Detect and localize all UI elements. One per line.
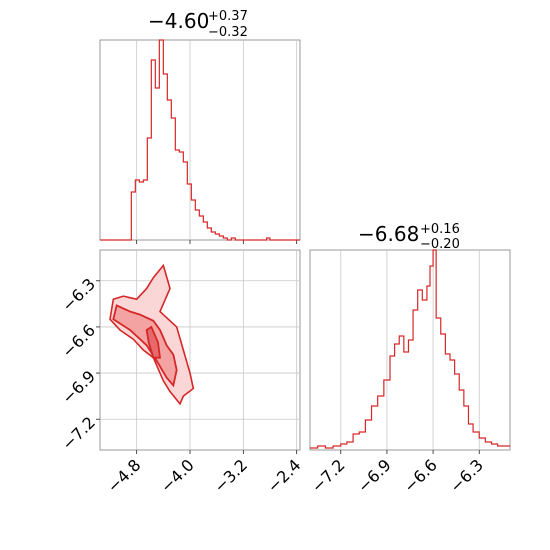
top-left-title: −4.60 +0.37 −0.32 <box>148 9 248 40</box>
bl-ytick-0: −6.3 <box>58 274 99 315</box>
br-xtick-2: −6.6 <box>400 455 441 496</box>
br-xtick-3: −6.3 <box>446 455 487 496</box>
top-left-histogram-panel <box>99 39 301 244</box>
bottom-right-histogram-panel <box>309 249 511 454</box>
top-left-title-sub: −0.32 <box>208 25 248 40</box>
bl-xtick-2: −3.2 <box>210 455 251 496</box>
bottom-right-title-main: −6.68 <box>358 222 419 246</box>
top-left-title-main: −4.60 <box>148 9 209 33</box>
bottom-left-x-ticklabels: −4.8 −4.0 −3.2 −2.4 <box>104 455 305 496</box>
bl-xtick-0: −4.8 <box>104 455 145 496</box>
bottom-right-title-sub: −0.20 <box>420 237 460 252</box>
br-xtick-1: −6.9 <box>354 455 395 496</box>
top-left-title-sup: +0.37 <box>208 9 248 24</box>
bottom-right-title: −6.68 +0.16 −0.20 <box>358 222 460 252</box>
bl-ytick-2: −6.9 <box>58 367 99 408</box>
top-left-frame <box>99 39 301 241</box>
bottom-right-x-ticklabels: −7.2 −6.9 −6.6 −6.3 <box>308 455 487 496</box>
bl-xtick-3: −2.4 <box>264 455 305 496</box>
bl-xtick-1: −4.0 <box>157 455 198 496</box>
bottom-left-y-ticklabels: −6.3 −6.6 −6.9 −7.2 <box>58 274 99 453</box>
bl-ytick-3: −7.2 <box>58 413 99 454</box>
bottom-right-frame <box>309 249 511 451</box>
top-left-histogram-line <box>100 39 300 241</box>
bl-ytick-1: −6.6 <box>58 321 99 362</box>
bottom-right-histogram-line <box>310 249 510 449</box>
br-xtick-0: −7.2 <box>308 455 349 496</box>
bottom-left-contour-panel <box>96 249 301 454</box>
contour-mid <box>112 304 178 388</box>
bottom-right-title-sup: +0.16 <box>420 222 460 237</box>
bottom-left-frame <box>99 249 301 451</box>
contour-inner <box>145 325 162 359</box>
